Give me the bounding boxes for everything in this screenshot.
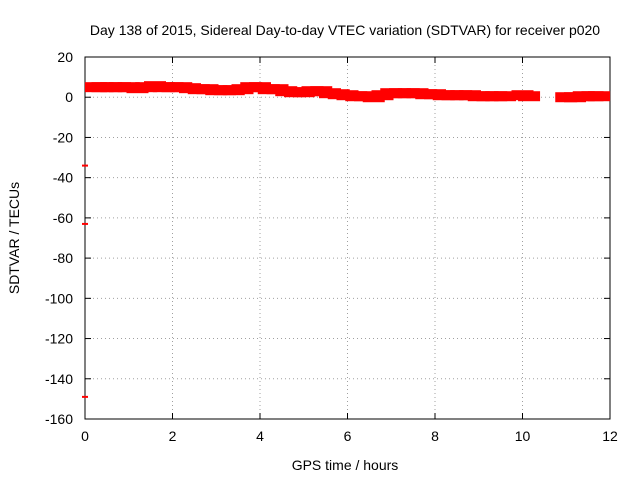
outlier-point — [82, 164, 88, 167]
chart-title: Day 138 of 2015, Sidereal Day-to-day VTE… — [90, 22, 600, 38]
y-tick-label: -140 — [45, 371, 73, 387]
y-tick-label: 0 — [65, 89, 73, 105]
y-tick-label: -80 — [53, 250, 73, 266]
x-tick-label: 0 — [81, 428, 89, 444]
y-tick-label: -160 — [45, 411, 73, 427]
x-tick-label: 12 — [602, 428, 618, 444]
data-points — [82, 81, 611, 398]
y-tick-label: -40 — [53, 170, 73, 186]
y-tick-label: -20 — [53, 129, 73, 145]
x-tick-label: 8 — [431, 428, 439, 444]
outlier-point — [82, 222, 88, 225]
y-tick-label: -120 — [45, 331, 73, 347]
data-point — [494, 91, 516, 102]
y-axis-label: SDTVAR / TECUs — [6, 182, 22, 294]
x-tick-label: 2 — [169, 428, 177, 444]
data-point — [588, 91, 611, 102]
y-tick-label: 20 — [57, 49, 73, 65]
y-tick-label: -100 — [45, 290, 73, 306]
grid — [85, 57, 610, 419]
x-tick-label: 4 — [256, 428, 264, 444]
x-tick-label: 10 — [515, 428, 531, 444]
axis-ticks: 0 2 4 6 8 10 12 20 0 -20 -40 -60 -80 -100 -120 -140 -160 — [45, 49, 618, 444]
y-tick-label: -60 — [53, 210, 73, 226]
x-tick-label: 6 — [344, 428, 352, 444]
data-point — [518, 91, 541, 102]
outlier-point — [82, 395, 88, 398]
x-axis-label: GPS time / hours — [292, 457, 399, 473]
